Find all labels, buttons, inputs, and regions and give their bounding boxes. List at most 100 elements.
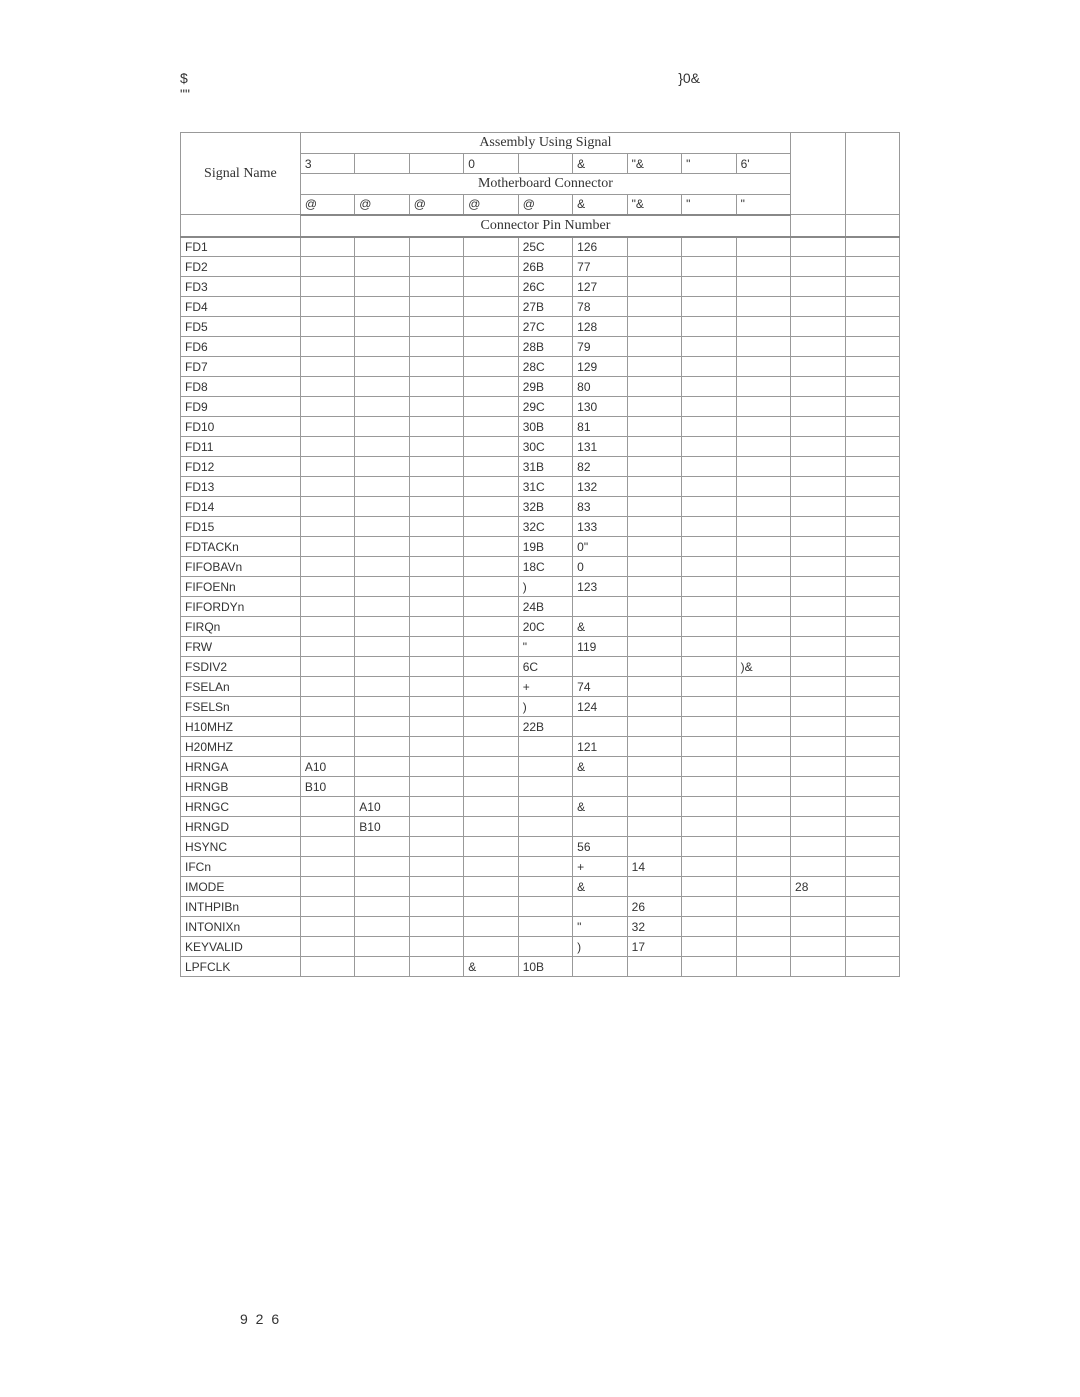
data-cell (627, 257, 681, 277)
data-cell (736, 317, 790, 337)
header-left: $ "" (180, 70, 190, 102)
data-cell: 124 (573, 697, 627, 717)
data-cell (791, 777, 845, 797)
data-cell (791, 497, 845, 517)
data-cell (791, 517, 845, 537)
data-cell: 131 (573, 437, 627, 457)
data-cell (464, 697, 518, 717)
data-cell (682, 797, 736, 817)
data-cell (791, 417, 845, 437)
data-cell (464, 897, 518, 917)
code-cell: & (573, 195, 627, 215)
data-cell (409, 497, 463, 517)
signal-name-cell: FIFOENn (181, 577, 301, 597)
data-cell (845, 657, 899, 677)
data-cell (845, 717, 899, 737)
table-row: FSELSn)124 (181, 697, 900, 717)
data-cell (464, 257, 518, 277)
code-cell: & (573, 154, 627, 174)
data-cell (518, 937, 572, 957)
signal-name-cell: FIRQn (181, 617, 301, 637)
data-cell (464, 757, 518, 777)
data-cell (627, 577, 681, 597)
data-cell (682, 957, 736, 977)
data-cell (627, 837, 681, 857)
code-cell: 3 (300, 154, 354, 174)
header-row-assembly: Signal Name Assembly Using Signal (181, 133, 900, 154)
data-cell (300, 377, 354, 397)
data-cell: 126 (573, 237, 627, 257)
data-cell (845, 817, 899, 837)
data-cell (627, 637, 681, 657)
signal-name-cell: FD10 (181, 417, 301, 437)
data-cell (518, 857, 572, 877)
data-cell (736, 337, 790, 357)
data-cell (736, 237, 790, 257)
data-cell (791, 257, 845, 277)
signal-name-header: Signal Name (181, 133, 301, 215)
data-cell (791, 817, 845, 837)
data-cell (845, 237, 899, 257)
data-cell: 132 (573, 477, 627, 497)
data-cell (409, 897, 463, 917)
data-cell (518, 757, 572, 777)
data-cell (518, 817, 572, 837)
data-cell (627, 437, 681, 457)
table-row: FD728C129 (181, 357, 900, 377)
data-cell: 28B (518, 337, 572, 357)
table-row: FSDIV26C)& (181, 657, 900, 677)
data-cell (409, 597, 463, 617)
data-cell (791, 657, 845, 677)
data-cell: " (573, 917, 627, 937)
table-row: FD1030B81 (181, 417, 900, 437)
signal-name-cell: HRNGD (181, 817, 301, 837)
data-cell (355, 437, 409, 457)
data-cell (736, 277, 790, 297)
data-cell (409, 317, 463, 337)
data-cell (355, 897, 409, 917)
data-cell (300, 417, 354, 437)
data-cell (355, 377, 409, 397)
data-cell: 14 (627, 857, 681, 877)
data-cell (736, 377, 790, 397)
data-cell: & (573, 797, 627, 817)
table-row: HRNGDB10 (181, 817, 900, 837)
data-cell (300, 677, 354, 697)
signal-name-cell: FD3 (181, 277, 301, 297)
data-cell (627, 377, 681, 397)
data-cell (627, 357, 681, 377)
data-cell (791, 637, 845, 657)
data-cell (682, 857, 736, 877)
data-cell (355, 357, 409, 377)
data-cell (845, 797, 899, 817)
table-row: FIFOBAVn18C0 (181, 557, 900, 577)
data-cell (736, 877, 790, 897)
data-cell (736, 457, 790, 477)
data-cell (791, 317, 845, 337)
signal-name-cell: KEYVALID (181, 937, 301, 957)
blank-col-2 (845, 133, 899, 215)
code-cell: @ (300, 195, 354, 215)
data-cell (845, 877, 899, 897)
data-cell (627, 797, 681, 817)
data-cell: ) (518, 697, 572, 717)
data-cell (409, 757, 463, 777)
data-cell (300, 897, 354, 917)
data-cell (682, 737, 736, 757)
data-cell (355, 877, 409, 897)
data-cell (300, 517, 354, 537)
data-cell (682, 877, 736, 897)
data-cell (464, 277, 518, 297)
data-cell (845, 897, 899, 917)
code-cell: "& (627, 195, 681, 215)
data-cell (682, 497, 736, 517)
data-cell: 22B (518, 717, 572, 737)
table-row: FD1331C132 (181, 477, 900, 497)
data-cell (791, 617, 845, 637)
data-cell (736, 257, 790, 277)
data-cell: 127 (573, 277, 627, 297)
data-cell (682, 417, 736, 437)
data-cell (627, 877, 681, 897)
data-cell (736, 297, 790, 317)
data-cell (682, 277, 736, 297)
